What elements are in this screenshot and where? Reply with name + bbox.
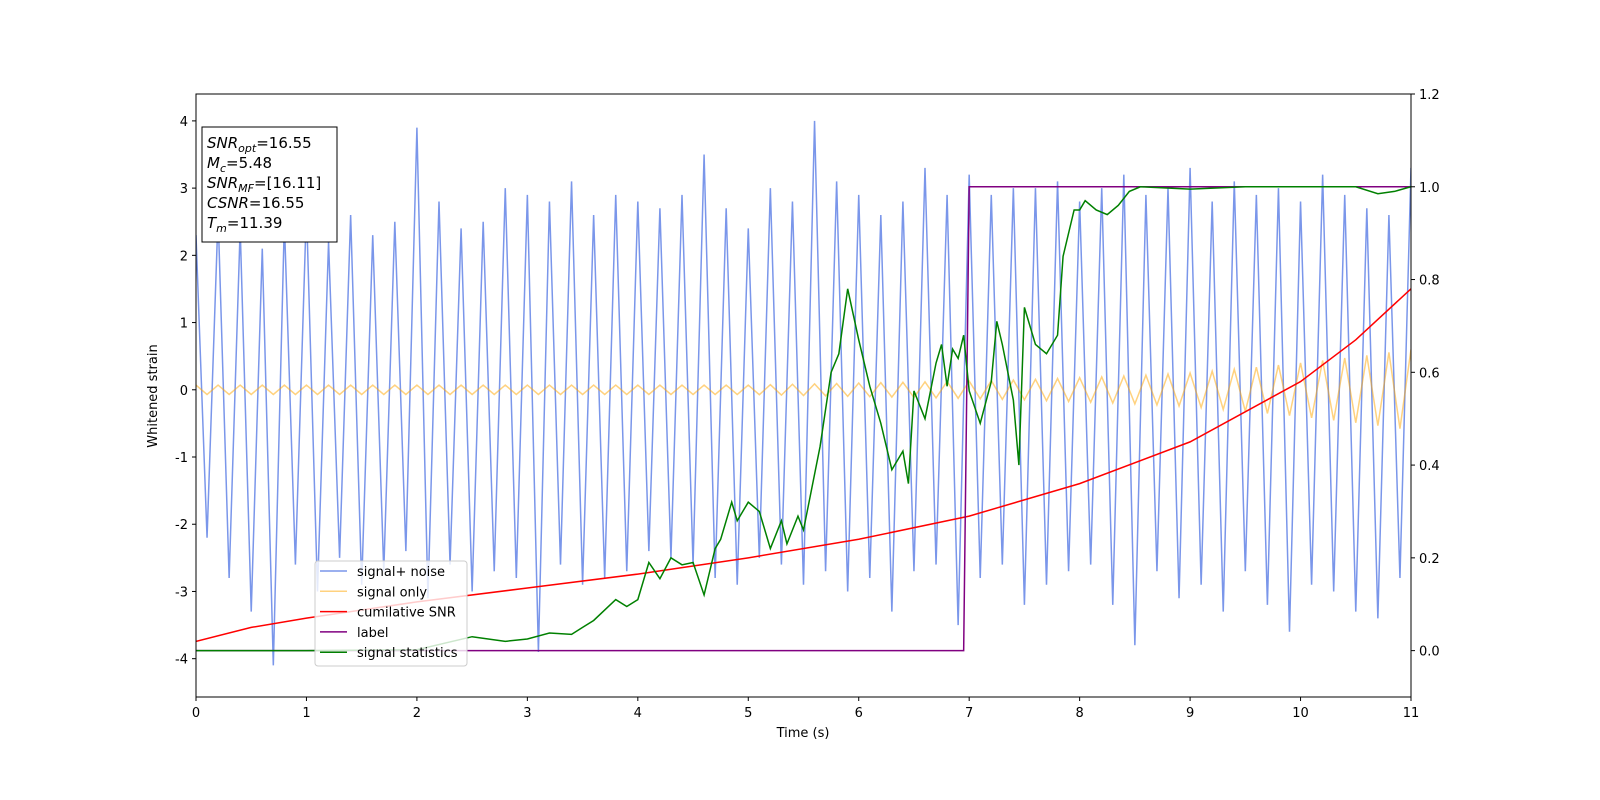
annotation-text: =5.48 [226, 154, 272, 172]
x-tick-label: 2 [413, 706, 421, 721]
x-axis-label: Time (s) [776, 726, 830, 741]
annotation-base: CSNR [207, 194, 249, 212]
x-tick-label: 7 [965, 706, 973, 721]
y2-tick-label: 0.2 [1419, 552, 1440, 567]
annotation-box [201, 126, 338, 243]
annotation-base: SNR [207, 134, 238, 152]
annotation: SNRopt=16.55 [207, 134, 312, 155]
legend-label: signal+ noise [357, 565, 445, 580]
x-tick-label: 6 [855, 706, 863, 721]
series-line [196, 120, 1411, 666]
x-tick-label: 4 [634, 706, 642, 721]
y-tick-label: -3 [175, 585, 188, 600]
x-tick-label: 10 [1292, 706, 1309, 721]
annotation-text: =16.55 [249, 194, 305, 212]
series-line [196, 349, 1411, 429]
annotation-sub: MF [238, 182, 254, 195]
y-tick-label: 2 [180, 249, 188, 264]
y-tick-label: -4 [175, 653, 188, 668]
annotation: CSNR=16.55 [207, 194, 304, 212]
series-line [196, 186, 1411, 652]
annotation-sub: m [216, 222, 227, 235]
x-tick-label: 5 [744, 706, 752, 721]
annotation: SNRMF=[16.11] [207, 174, 321, 195]
y2-tick-label: 0.6 [1419, 366, 1440, 381]
x-tick-label: 8 [1075, 706, 1083, 721]
y2-tick-label: 0.0 [1419, 645, 1440, 660]
y-tick-label: 0 [180, 384, 188, 399]
y-tick-label: 3 [180, 182, 188, 197]
y2-tick-label: 0.8 [1419, 274, 1440, 289]
annotation: Mc=5.48 [207, 154, 272, 175]
legend-box [314, 560, 468, 667]
annotation-sub: c [220, 162, 226, 175]
annotation-base: SNR [207, 174, 238, 192]
annotation-base: M [207, 154, 220, 172]
x-tick-label: 0 [192, 706, 200, 721]
y-tick-label: 1 [180, 317, 188, 332]
y-tick-label: 4 [180, 115, 188, 130]
annotation: Tm=11.39 [207, 214, 282, 235]
x-tick-label: 11 [1403, 706, 1420, 721]
annotation-sub: opt [238, 142, 257, 155]
y-axis-label: Whitened strain [146, 344, 161, 447]
x-tick-label: 9 [1186, 706, 1194, 721]
annotation-text: =[16.11] [254, 174, 321, 192]
y-tick-label: -1 [175, 451, 188, 466]
legend-label: cumilative SNR [357, 606, 456, 621]
annotation-base: T [207, 214, 218, 232]
annotation-text: =16.55 [256, 134, 312, 152]
x-tick-label: 1 [302, 706, 310, 721]
x-tick-label: 3 [523, 706, 531, 721]
y-tick-label: -2 [175, 518, 188, 533]
series-line [196, 186, 1411, 652]
legend-label: signal only [357, 585, 427, 600]
legend-label: signal statistics [357, 646, 458, 661]
annotation-text: =11.39 [227, 214, 283, 232]
y2-tick-label: 0.4 [1419, 459, 1440, 474]
y2-tick-label: 1.0 [1419, 181, 1440, 196]
plot-frame [195, 93, 1412, 698]
legend-label: label [357, 626, 388, 641]
y2-tick-label: 1.2 [1419, 88, 1440, 103]
